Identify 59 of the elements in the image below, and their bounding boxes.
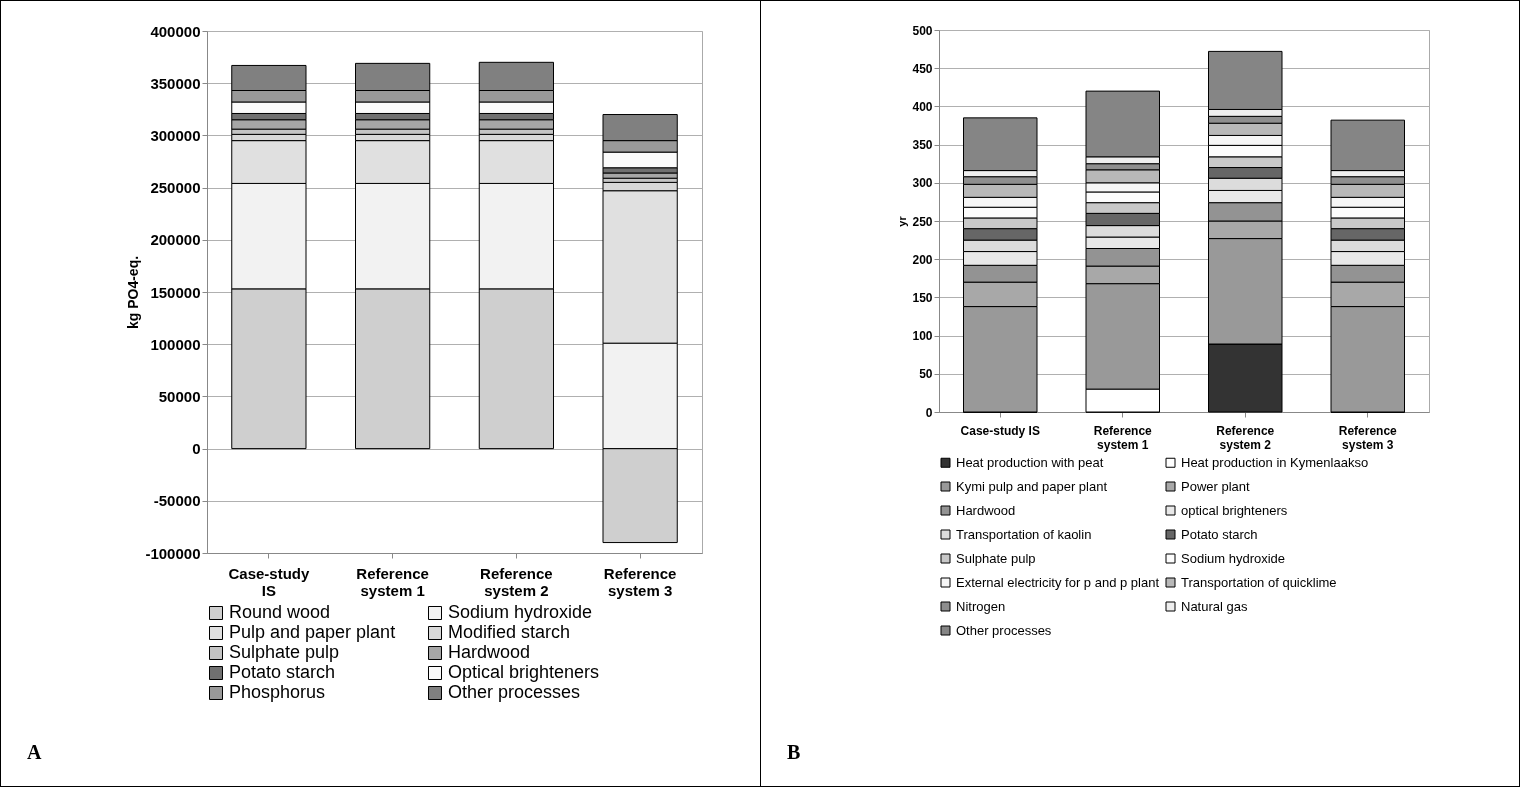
y-tick-label: 450 (912, 61, 933, 76)
legend-label: Potato starch (1181, 526, 1258, 542)
legend-label: Transportation of quicklime (1181, 574, 1337, 590)
y-tick-label: 100 (912, 329, 933, 344)
legend-label: Power plant (1181, 478, 1251, 494)
y-axis-title: yr (896, 215, 909, 227)
y-tick-label: 50 (919, 367, 933, 382)
x-tick-label: Reference system 3 (1338, 423, 1398, 452)
legend-label: External electricity for p and p plant (956, 574, 1160, 590)
legend-label: optical brighteners (1181, 502, 1288, 518)
legend-label: Hardwood (956, 502, 1016, 518)
legend-label: Optical brighteners (448, 662, 600, 682)
legend-label: Sulphate pulp (956, 550, 1036, 566)
x-tick-label: Reference system 1 (356, 564, 429, 599)
legend-label: Other processes (956, 622, 1052, 638)
y-tick-label: 300 (912, 176, 933, 191)
legend-label: Sulphate pulp (229, 642, 340, 662)
y-tick-label: 350 (912, 138, 933, 153)
legend-label: Other processes (448, 682, 581, 702)
legend-label: Sodium hydroxide (1181, 550, 1286, 566)
legend-label: Sodium hydroxide (448, 602, 593, 622)
y-tick-label: 150000 (150, 283, 201, 301)
y-tick-label: 250000 (150, 179, 201, 197)
y-tick-label: 400000 (150, 22, 201, 40)
y-tick-label: 0 (925, 405, 933, 420)
y-tick-label: 50000 (158, 387, 201, 405)
y-tick-label: 300000 (150, 126, 201, 144)
y-tick-label: -50000 (153, 492, 201, 510)
y-tick-label: 100000 (150, 335, 201, 353)
y-tick-label: 400 (912, 99, 933, 114)
legend-label: Nitrogen (956, 598, 1006, 614)
y-axis-title: kg PO4-eq. (125, 255, 142, 330)
legend-label: Heat production in Kymenlaakso (1181, 454, 1369, 470)
legend-label: Phosphorus (229, 682, 326, 702)
x-tick-label: Reference system 2 (1216, 423, 1275, 452)
x-tick-label: Reference system 3 (603, 564, 677, 599)
x-tick-label: Reference system 2 (480, 564, 553, 599)
y-tick-label: 150 (912, 290, 933, 305)
legend-label: Potato starch (229, 662, 336, 682)
text: B (787, 741, 801, 764)
y-tick-label: -100000 (145, 544, 201, 562)
legend-label: Kymi pulp and paper plant (956, 478, 1108, 494)
y-tick-label: 250 (912, 214, 933, 229)
legend-label: Modified starch (448, 622, 571, 642)
legend-label: Round wood (229, 602, 331, 622)
legend-label: Heat production with peat (956, 454, 1104, 470)
text: A (27, 741, 42, 764)
legend-label: Hardwood (448, 642, 531, 662)
y-tick-label: 200000 (150, 231, 201, 249)
x-tick-label: Case-study IS (228, 564, 310, 599)
y-tick-label: 200 (912, 252, 933, 267)
legend-label: Natural gas (1181, 598, 1248, 614)
legend-label: Transportation of kaolin (956, 526, 1092, 542)
y-tick-label: 500 (912, 23, 933, 38)
y-tick-label: 0 (192, 440, 201, 458)
y-tick-label: 350000 (150, 74, 201, 92)
x-tick-label: Case-study IS (960, 423, 1040, 438)
x-tick-label: Reference system 1 (1093, 423, 1153, 452)
legend-label: Pulp and paper plant (229, 622, 396, 642)
